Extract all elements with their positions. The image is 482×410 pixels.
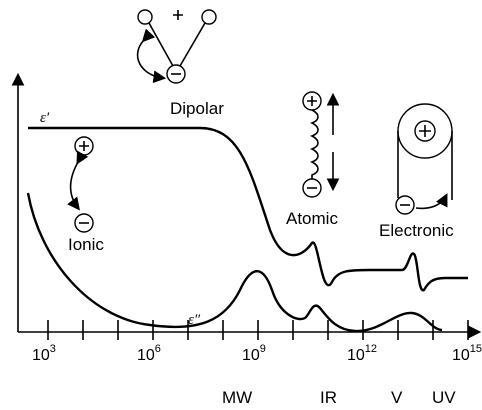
dielectric-diagram: 10310610910121015 ε′ ε″ Dipolar Ionic At… xyxy=(0,0,482,410)
tick-base: 10 xyxy=(32,347,50,364)
dipole-bond xyxy=(149,23,173,66)
plus-sign xyxy=(173,10,183,20)
rotation-arrow xyxy=(138,40,163,78)
ionic-arrow xyxy=(71,162,79,208)
spring xyxy=(312,110,318,179)
x-tick-label: 1015 xyxy=(452,343,482,364)
tick-base: 10 xyxy=(137,347,155,364)
electronic-label: Electronic xyxy=(379,221,454,240)
tick-exponent: 9 xyxy=(260,343,266,355)
atom-icon xyxy=(202,10,216,24)
tick-exponent: 12 xyxy=(365,343,377,355)
x-tick-label: 109 xyxy=(242,343,266,364)
tick-exponent: 6 xyxy=(155,343,161,355)
atomic-label: Atomic xyxy=(286,209,338,228)
band-label: UV xyxy=(432,388,456,407)
band-label: V xyxy=(391,388,403,407)
tick-base: 10 xyxy=(347,347,365,364)
epsilon-double-prime-curve xyxy=(28,193,442,331)
tick-exponent: 15 xyxy=(470,343,482,355)
epsilon-double-prime-label: ε″ xyxy=(188,312,201,328)
band-label: IR xyxy=(320,388,337,407)
x-tick-label: 103 xyxy=(32,343,56,364)
tick-base: 10 xyxy=(242,347,260,364)
dipolar-label: Dipolar xyxy=(170,99,224,118)
band-label: MW xyxy=(222,388,252,407)
epsilon-prime-label: ε′ xyxy=(40,110,50,126)
ionic-label: Ionic xyxy=(68,235,104,254)
tick-base: 10 xyxy=(452,347,470,364)
x-tick-label: 106 xyxy=(137,343,161,364)
electron-arrow xyxy=(416,196,446,208)
dipole-bond xyxy=(180,23,205,66)
tick-exponent: 3 xyxy=(50,343,56,355)
atom-icon xyxy=(138,10,152,24)
x-tick-label: 1012 xyxy=(347,343,377,364)
